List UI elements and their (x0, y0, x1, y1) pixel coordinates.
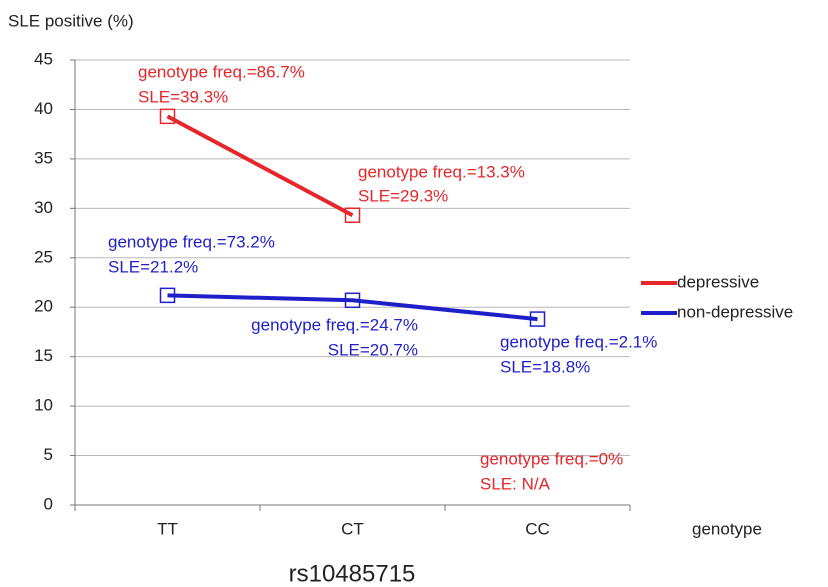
marker (344, 207, 361, 224)
annotation: genotype freq.=86.7% (138, 62, 305, 81)
series-line (166, 114, 354, 218)
annotation: genotype freq.=24.7% (251, 315, 418, 334)
value-label: SLE=21.2% (108, 257, 198, 276)
legend-label: non-depressive (677, 302, 793, 321)
y-tick-label: 5 (44, 445, 53, 464)
y-tick-label: 40 (34, 99, 53, 118)
x-tick-label: CT (341, 519, 364, 538)
y-tick-label: 25 (34, 247, 53, 266)
y-tick-label: 45 (34, 49, 53, 68)
x-tick-label: TT (157, 519, 178, 538)
y-tick-label: 15 (34, 346, 53, 365)
annotation: genotype freq.=73.2% (108, 232, 275, 251)
value-label: SLE=18.8% (500, 357, 590, 376)
chart-title: rs10485715 (289, 560, 416, 587)
value-label: SLE: N/A (480, 474, 551, 493)
annotation: genotype freq.=2.1% (500, 332, 657, 351)
marker (529, 311, 546, 327)
y-tick-label: 20 (34, 297, 53, 316)
marker (159, 287, 176, 304)
annotation: genotype freq.=13.3% (358, 162, 525, 181)
marker (344, 292, 361, 309)
value-label: SLE=20.7% (328, 340, 418, 359)
annotation: genotype freq.=0% (480, 449, 623, 468)
y-tick-label: 10 (34, 396, 53, 415)
y-tick-label: 0 (44, 494, 53, 513)
value-label: SLE=29.3% (358, 186, 448, 205)
y-tick-label: 35 (34, 148, 53, 167)
marker (159, 108, 176, 125)
y-tick-label: 30 (34, 198, 53, 217)
x-tick-label: CC (525, 519, 550, 538)
x-axis-label: genotype (692, 519, 762, 538)
series-line (167, 293, 538, 322)
legend-label: depressive (677, 272, 759, 291)
value-label: SLE=39.3% (138, 87, 228, 106)
y-axis-label: SLE positive (%) (8, 11, 134, 30)
